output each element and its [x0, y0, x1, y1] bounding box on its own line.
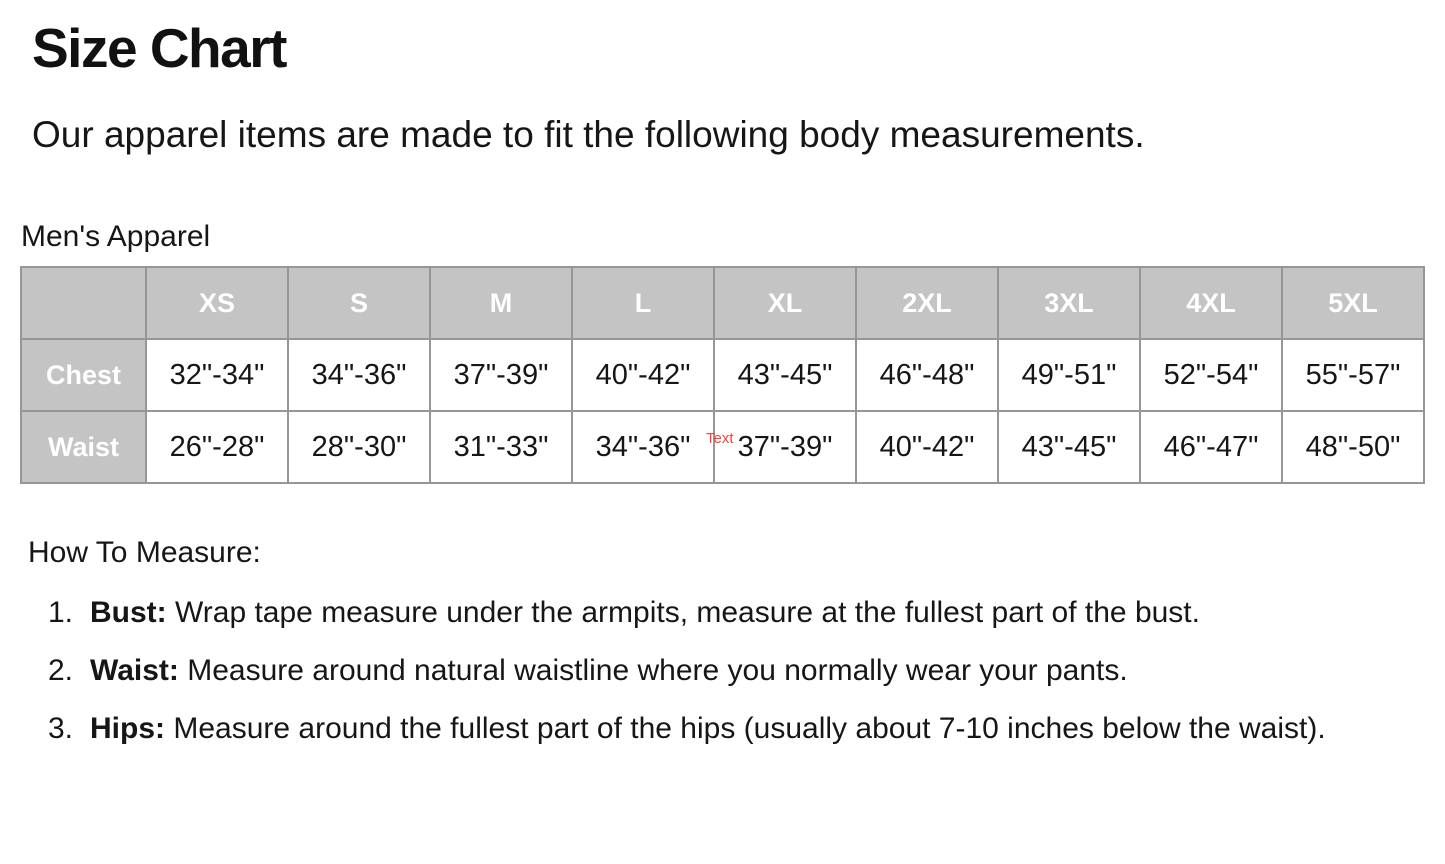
column-header-xs: XS: [145, 266, 289, 340]
chest-value-m: 37"-39": [429, 338, 573, 412]
row-header-waist: Waist: [20, 410, 147, 484]
waist-value-m: 31"-33": [429, 410, 573, 484]
waist-value-2xl: 40"-42": [855, 410, 999, 484]
column-header-4xl: 4XL: [1139, 266, 1283, 340]
column-header-3xl: 3XL: [997, 266, 1141, 340]
measure-steps-list: 1. Bust: Wrap tape measure under the arm…: [28, 584, 1445, 758]
chest-value-l: 40"-42": [571, 338, 715, 412]
chest-value-xl: 43"-45": [713, 338, 857, 412]
chest-value-2xl: 46"-48": [855, 338, 999, 412]
page-title: Size Chart: [32, 17, 287, 79]
step-description: Measure around the fullest part of the h…: [173, 712, 1326, 745]
column-header-m: M: [429, 266, 573, 340]
step-number: 1.: [48, 596, 74, 629]
header-row: XS S M L XL 2XL 3XL 4XL 5XL: [20, 266, 1425, 340]
step-text: Waist: Measure around natural waistline …: [90, 642, 1340, 700]
column-header-s: S: [287, 266, 431, 340]
step-number: 2.: [48, 654, 74, 687]
column-header-5xl: 5XL: [1281, 266, 1425, 340]
measure-step-bust: 1. Bust: Wrap tape measure under the arm…: [48, 584, 1445, 642]
row-header-chest: Chest: [20, 338, 147, 412]
waist-value-5xl: 48"-50": [1281, 410, 1425, 484]
step-text: Bust: Wrap tape measure under the armpit…: [90, 584, 1340, 642]
chest-value-4xl: 52"-54": [1139, 338, 1283, 412]
measure-step-waist: 2. Waist: Measure around natural waistli…: [48, 642, 1445, 700]
column-header-l: L: [571, 266, 715, 340]
waist-value-3xl: 43"-45": [997, 410, 1141, 484]
size-chart-page: Size Chart Our apparel items are made to…: [0, 16, 1445, 864]
chest-value-s: 34"-36": [287, 338, 431, 412]
step-term: Waist:: [90, 654, 179, 687]
waist-value-l: 34"-36": [571, 410, 715, 484]
column-header-2xl: 2XL: [855, 266, 999, 340]
size-table-header: XS S M L XL 2XL 3XL 4XL 5XL: [20, 266, 1425, 340]
column-header-xl: XL: [713, 266, 857, 340]
waist-value-s: 28"-30": [287, 410, 431, 484]
chest-value-xs: 32"-34": [145, 338, 289, 412]
table-row-chest: Chest 32"-34" 34"-36" 37"-39" 40"-42" 43…: [20, 338, 1425, 412]
waist-value-4xl: 46"-47": [1139, 410, 1283, 484]
size-chart-table: XS S M L XL 2XL 3XL 4XL 5XL Chest 32"-34…: [20, 266, 1425, 484]
section-label-mens-apparel: Men's Apparel: [21, 220, 211, 253]
size-table-body: Chest 32"-34" 34"-36" 37"-39" 40"-42" 43…: [20, 338, 1425, 484]
step-description: Wrap tape measure under the armpits, mea…: [175, 596, 1200, 629]
table-row-waist: Waist 26"-28" 28"-30" 31"-33" 34"-36" 37…: [20, 410, 1425, 484]
table-corner-cell: [20, 266, 147, 340]
step-term: Bust:: [90, 596, 167, 629]
chest-value-3xl: 49"-51": [997, 338, 1141, 412]
step-description: Measure around natural waistline where y…: [187, 654, 1128, 687]
annotation-overlay-text: Text: [706, 430, 734, 447]
measure-step-hips: 3. Hips: Measure around the fullest part…: [48, 700, 1445, 758]
step-term: Hips:: [90, 712, 165, 745]
step-number: 3.: [48, 712, 74, 745]
waist-value-xl: 37"-39": [713, 410, 857, 484]
how-to-measure-heading: How To Measure:: [28, 536, 261, 569]
waist-value-xs: 26"-28": [145, 410, 289, 484]
how-to-measure-section: How To Measure: 1. Bust: Wrap tape measu…: [28, 536, 1445, 758]
page-subtitle: Our apparel items are made to fit the fo…: [32, 114, 1145, 155]
step-text: Hips: Measure around the fullest part of…: [90, 700, 1340, 758]
chest-value-5xl: 55"-57": [1281, 338, 1425, 412]
